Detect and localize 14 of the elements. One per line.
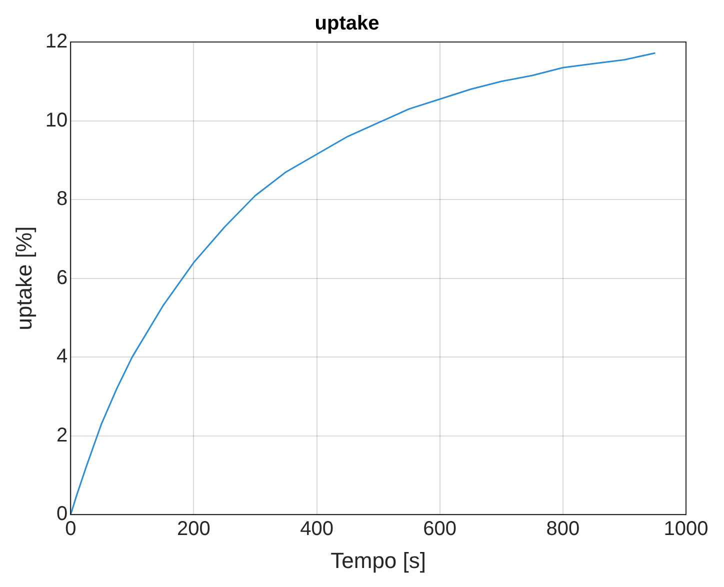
chart-title: uptake [314, 12, 380, 35]
y-tick-label: 2 [56, 424, 68, 446]
y-tick-label: 4 [56, 346, 68, 368]
x-tick-label: 400 [300, 518, 334, 540]
x-tick-label: 1000 [664, 518, 708, 540]
x-tick-label: 200 [177, 518, 210, 540]
y-tick-label: 8 [56, 188, 68, 210]
x-tick-label: 600 [423, 518, 457, 540]
y-tick-label: 12 [45, 30, 68, 53]
x-tick-label: 800 [546, 518, 580, 540]
y-axis-title: uptake [%] [11, 226, 36, 330]
y-tick-label: 10 [45, 109, 68, 132]
y-tick-label: 6 [56, 266, 68, 289]
x-axis-title: Tempo [s] [330, 548, 426, 573]
